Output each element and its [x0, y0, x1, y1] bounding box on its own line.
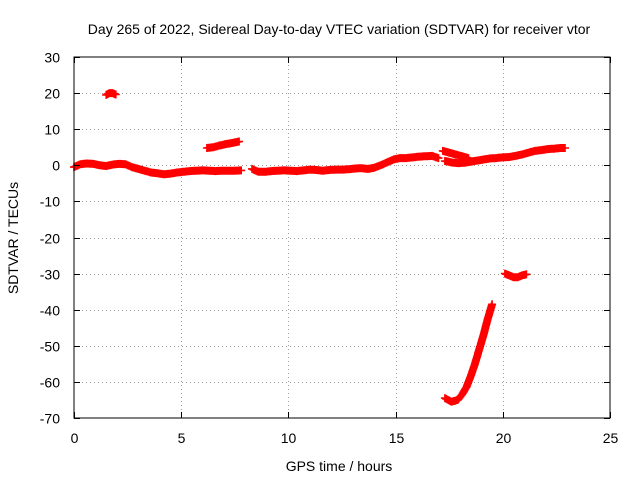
data-point-marks: [500, 269, 531, 282]
plot-frame: [73, 56, 611, 419]
data-point-marks: [438, 146, 473, 163]
y-axis-label: SDTVAR / TECUs: [5, 182, 21, 294]
y-tick-label: -70: [40, 411, 60, 427]
y-tick-label: 10: [44, 122, 60, 138]
grid-lines: [74, 57, 610, 418]
y-tick-label: -40: [40, 303, 60, 319]
series-deep-curve-18h: [440, 300, 497, 406]
x-tick-label: 25: [603, 430, 619, 446]
x-tick-label: 15: [389, 430, 405, 446]
y-tick-label: -30: [40, 267, 60, 283]
data-point-marks: [102, 89, 120, 99]
data-point-marks: [202, 137, 244, 152]
data-point-marks: [440, 144, 569, 168]
axis-ticks: 0 5 10 15 20 25 -70 -60 -50 -40 -30 -20 -10 0 10 20 30: [40, 50, 619, 447]
x-tick-label: 0: [71, 430, 79, 446]
data-point-marks: [248, 151, 443, 176]
y-tick-label: 0: [52, 158, 60, 174]
series-main-band-late: [440, 144, 569, 168]
y-tick-label: -60: [40, 375, 60, 391]
y-tick-label: -10: [40, 194, 60, 210]
series-rising-segment-7h: [202, 137, 244, 152]
series-high-cluster-2h: [102, 89, 120, 99]
x-axis-label: GPS time / hours: [286, 458, 393, 474]
data-markers: [70, 89, 569, 406]
x-tick-label: 10: [281, 430, 297, 446]
x-tick-label: 20: [496, 430, 512, 446]
chart-title: Day 265 of 2022, Sidereal Day-to-day VTE…: [88, 21, 591, 37]
y-tick-label: -20: [40, 231, 60, 247]
y-tick-label: -50: [40, 339, 60, 355]
data-point-marks: [440, 300, 497, 406]
series-cluster-20-5h: [500, 269, 531, 282]
y-tick-label: 20: [44, 86, 60, 102]
series-main-band-mid: [248, 151, 443, 176]
series-upper-track-17h: [438, 146, 473, 163]
x-tick-label: 5: [178, 430, 186, 446]
y-tick-label: 30: [44, 50, 60, 66]
